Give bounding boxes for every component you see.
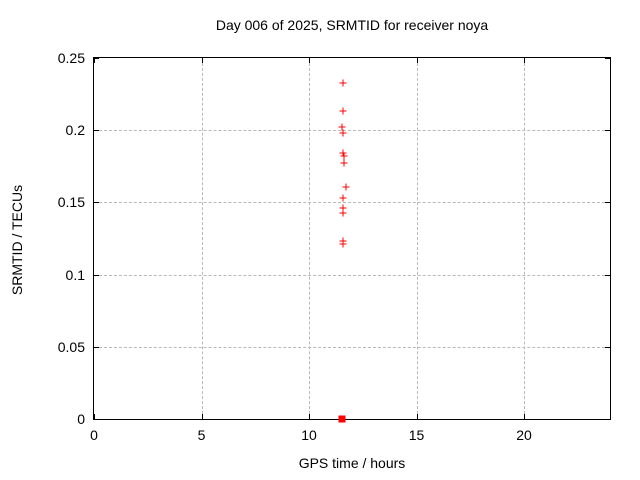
y-tick-mark (94, 202, 99, 204)
y-axis-label: SRMTID / TECUs (9, 184, 25, 296)
gridline-vertical (524, 58, 525, 419)
y-tick-mark-mirror (605, 346, 610, 348)
chart-title: Day 006 of 2025, SRMTID for receiver noy… (215, 17, 489, 33)
x-tick-label: 15 (408, 427, 425, 443)
gridline-horizontal (94, 130, 610, 132)
x-tick-mark (416, 414, 418, 419)
y-tick-mark-mirror (605, 202, 610, 204)
data-point-marker (339, 240, 347, 248)
data-point-marker (342, 183, 350, 191)
data-point-marker (339, 194, 347, 202)
y-tick-mark (94, 419, 99, 420)
gridline-vertical (416, 58, 418, 419)
y-tick-label: 0.1 (65, 266, 85, 283)
gridline-vertical (201, 58, 203, 419)
gridline-vertical (309, 58, 310, 419)
data-point-marker (340, 152, 348, 160)
y-tick-mark-mirror (605, 130, 610, 132)
y-tick-mark (94, 130, 99, 132)
x-tick-label: 5 (197, 427, 206, 443)
y-tick-label: 0.25 (57, 50, 85, 66)
y-tick-mark-mirror (605, 419, 610, 420)
plot-area: 0 5 10 15 20 0 0.05 0.1 0.15 0.2 0.25 (58, 50, 611, 443)
data-point-marker (339, 204, 347, 212)
y-tick-mark (94, 58, 99, 59)
data-point-marker (338, 415, 346, 423)
y-tick-label: 0 (77, 411, 85, 427)
y-tick-label: 0.15 (57, 194, 85, 211)
data-point-marker (338, 123, 346, 131)
x-tick-label: 10 (301, 427, 317, 443)
data-point-marker (339, 107, 347, 115)
data-point-marker (339, 129, 347, 137)
x-tick-mark-mirror (94, 58, 95, 63)
data-point-marker (339, 79, 347, 87)
y-tick-label: 0.2 (65, 122, 85, 139)
data-point-marker (339, 209, 347, 216)
y-tick-mark (94, 346, 99, 348)
gridline-horizontal (94, 202, 610, 204)
x-tick-mark-mirror (309, 58, 310, 63)
y-tick-mark-mirror (605, 274, 610, 276)
x-tick-mark (94, 414, 95, 419)
x-tick-label: 0 (90, 427, 98, 443)
x-tick-mark-mirror (201, 58, 203, 63)
x-tick-mark-mirror (524, 58, 525, 63)
gridline-horizontal (94, 346, 610, 348)
x-tick-label: 20 (516, 427, 532, 443)
x-tick-mark-mirror (416, 58, 418, 63)
x-axis-label: GPS time / hours (298, 455, 406, 471)
y-tick-label: 0.05 (57, 338, 85, 355)
x-tick-mark (201, 414, 203, 419)
y-tick-mark (94, 274, 99, 276)
x-tick-mark (524, 414, 525, 419)
data-point-marker (340, 159, 348, 167)
y-tick-mark-mirror (605, 58, 610, 59)
gridline-horizontal (94, 274, 610, 276)
x-tick-mark (309, 414, 310, 419)
